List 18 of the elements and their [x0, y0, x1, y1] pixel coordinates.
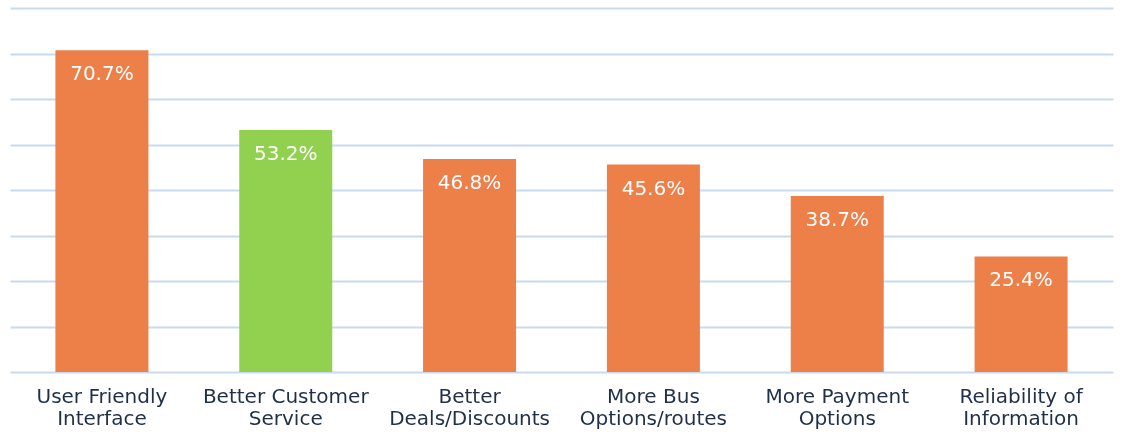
- bar: [55, 50, 149, 372]
- data-label: 53.2%: [253, 140, 318, 165]
- data-label: 46.8%: [437, 170, 502, 195]
- x-tick-label: More Bus Options/routes: [579, 383, 727, 430]
- data-label: 70.7%: [70, 61, 134, 86]
- data-label: 25.4%: [989, 267, 1053, 292]
- bar: [239, 129, 333, 372]
- data-label: 38.7%: [805, 206, 870, 231]
- bar: [423, 159, 517, 372]
- x-tick-label: More Payment Options: [765, 383, 910, 430]
- bar: [606, 164, 700, 372]
- bar: [790, 195, 884, 372]
- x-tick-label: Better Deals/Discounts: [389, 383, 551, 430]
- bar: [974, 256, 1068, 372]
- data-label: 45.6%: [621, 175, 686, 200]
- x-tick-label: Better Customer Service: [202, 383, 370, 430]
- x-tick-label: Reliability of Information: [959, 383, 1084, 430]
- x-tick-label: User Friendly Interface: [36, 383, 168, 430]
